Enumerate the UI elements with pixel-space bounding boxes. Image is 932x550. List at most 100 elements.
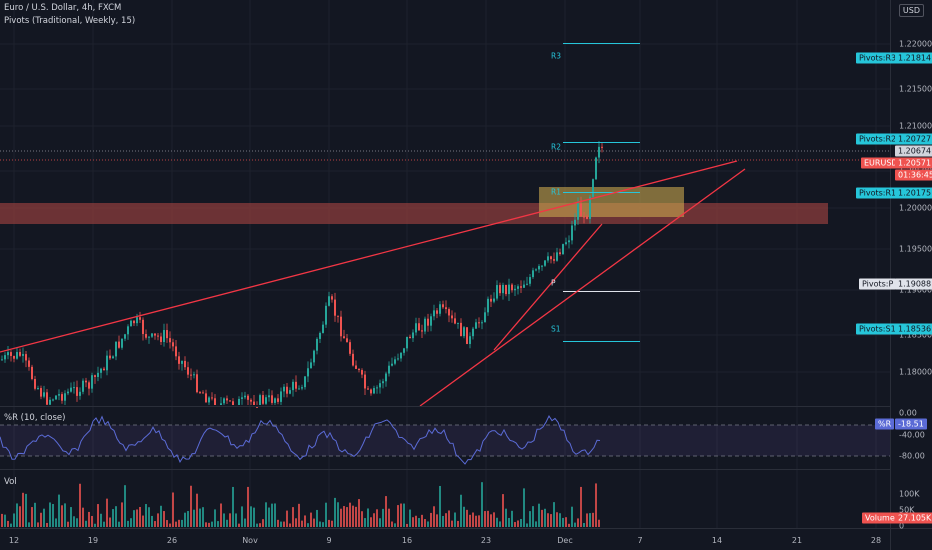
candle-body — [253, 401, 255, 405]
tag-wr-value: -18.51 — [895, 418, 927, 430]
volume-bar — [226, 519, 228, 527]
candle-body — [160, 336, 162, 343]
wr-tick-0: 0.00 — [899, 408, 917, 418]
trendline-short[interactable] — [493, 223, 603, 351]
candle-body — [475, 322, 477, 329]
time-tick: 19 — [87, 536, 99, 545]
candle-body — [601, 146, 603, 148]
candle-body — [415, 323, 417, 333]
candle-body — [304, 376, 306, 388]
candle-body — [265, 397, 267, 404]
candle-body — [241, 397, 243, 399]
candle-body — [598, 146, 600, 158]
volume-bar — [22, 492, 24, 527]
volume-bar — [241, 506, 243, 527]
candle-body — [553, 259, 555, 261]
candle-body — [532, 270, 534, 278]
candle-body — [121, 338, 123, 348]
candle-body — [583, 216, 585, 218]
volume-bar — [595, 483, 597, 527]
candle-body — [403, 348, 405, 353]
volume-bar — [217, 521, 219, 527]
volume-bar — [409, 509, 411, 527]
candle-body — [457, 322, 459, 324]
volume-bar — [7, 520, 9, 527]
tag-last-price: 1.20674 — [895, 145, 932, 157]
volume-bar — [187, 511, 189, 527]
volume-bar — [433, 506, 435, 527]
candle-body — [463, 327, 465, 337]
volume-bar — [1, 513, 3, 527]
volume-bar — [88, 511, 90, 527]
pivots-indicator-title[interactable]: Pivots (Traditional, Weekly, 15) — [4, 16, 136, 26]
volume-bar — [484, 511, 486, 527]
volume-bar — [520, 518, 522, 527]
volume-bar — [346, 507, 348, 527]
bar-countdown: 01:36:45 — [895, 169, 932, 181]
volume-bar — [211, 521, 213, 527]
candle-body — [556, 252, 558, 261]
candle-body — [205, 393, 207, 403]
volume-bar — [352, 505, 354, 527]
volume-bar — [442, 515, 444, 527]
candle-body — [499, 285, 501, 294]
volume-bar — [265, 502, 267, 527]
volume-bar — [34, 502, 36, 527]
candle-body — [133, 320, 135, 324]
candle-body — [49, 399, 51, 405]
candle-body — [211, 397, 213, 399]
volume-bar — [103, 521, 105, 527]
volume-bar — [121, 502, 123, 527]
volume-bar — [343, 506, 345, 527]
candle-body — [517, 286, 519, 289]
candle-body — [70, 387, 72, 392]
candle-body — [187, 367, 189, 375]
williams-r-title[interactable]: %R (10, close) — [4, 413, 66, 423]
volume-bar — [298, 503, 300, 527]
candle-body — [127, 326, 129, 335]
candle-body — [61, 394, 63, 401]
time-tick: 9 — [326, 536, 332, 545]
trendline-lower[interactable] — [419, 168, 746, 407]
volume-bar — [400, 503, 402, 527]
candle-body — [4, 355, 6, 360]
volume-bar — [574, 522, 576, 527]
volume-title[interactable]: Vol — [4, 477, 17, 487]
candle-body — [223, 398, 225, 404]
volume-bar — [391, 521, 393, 527]
trendline-upper[interactable] — [0, 160, 738, 353]
candle-body — [82, 380, 84, 392]
currency-selector[interactable]: USD — [898, 4, 924, 17]
volume-bar — [541, 509, 543, 527]
candle-body — [448, 309, 450, 316]
volume-bar — [199, 508, 201, 527]
candle-body — [238, 398, 240, 405]
candle-body — [595, 157, 597, 180]
volume-bar — [403, 503, 405, 527]
volume-bar — [565, 517, 567, 527]
candle-body — [355, 365, 357, 369]
candle-body — [169, 338, 171, 343]
time-tick: 14 — [711, 536, 723, 545]
candle-body — [502, 284, 504, 294]
candle-body — [109, 355, 111, 359]
candle-body — [229, 400, 231, 402]
volume-bar — [364, 518, 366, 527]
candle-body — [268, 395, 270, 398]
volume-bar — [523, 488, 525, 527]
candle-body — [487, 298, 489, 313]
symbol-title[interactable]: Euro / U.S. Dollar, 4h, FXCM — [4, 3, 122, 13]
volume-bar — [172, 492, 174, 527]
pivot-label-r3: R3 — [551, 51, 561, 61]
volume-bar — [310, 512, 312, 527]
candle-body — [31, 366, 33, 380]
pivot-label-s1: S1 — [551, 324, 561, 334]
volume-bar — [151, 515, 153, 527]
candle-body — [400, 352, 402, 359]
volume-bar — [454, 512, 456, 527]
volume-bar — [598, 519, 600, 527]
volume-bar — [478, 515, 480, 527]
candle-body — [478, 322, 480, 324]
tag-eurusd-value: 1.20571 — [895, 157, 932, 169]
